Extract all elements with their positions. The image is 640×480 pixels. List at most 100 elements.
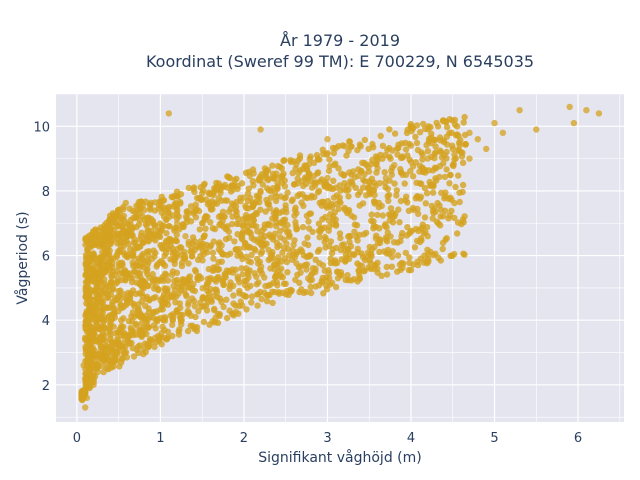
data-point [84, 246, 91, 253]
data-point [301, 261, 309, 269]
data-point [281, 183, 289, 190]
data-point [209, 267, 216, 274]
data-point [117, 296, 124, 303]
data-point [402, 249, 409, 257]
data-point [248, 299, 255, 306]
data-point [253, 210, 260, 218]
data-point [570, 119, 578, 127]
data-point [191, 303, 199, 310]
data-point [388, 167, 395, 174]
data-point [357, 143, 364, 150]
data-point [85, 256, 93, 264]
data-point [274, 282, 281, 289]
data-point [190, 281, 197, 288]
data-point [239, 271, 246, 278]
data-point [135, 258, 142, 265]
data-point [351, 221, 359, 228]
data-point [210, 255, 217, 262]
data-point [381, 222, 389, 229]
data-point [403, 232, 411, 239]
data-point [200, 233, 208, 240]
data-point [461, 113, 468, 121]
data-point [159, 242, 166, 249]
data-point [100, 251, 108, 258]
data-point [224, 173, 231, 180]
data-point [199, 293, 207, 301]
data-point [393, 187, 400, 194]
data-point [280, 157, 287, 164]
data-point [257, 173, 264, 180]
data-point [169, 311, 176, 318]
data-point [156, 278, 163, 285]
data-point [118, 276, 125, 284]
data-point [177, 191, 185, 198]
data-point [366, 257, 373, 264]
data-point [272, 197, 280, 205]
data-point [229, 269, 237, 276]
data-point [399, 171, 406, 178]
data-point [127, 216, 134, 224]
data-point [169, 316, 176, 323]
data-point [90, 329, 97, 337]
data-point [411, 244, 419, 251]
data-point [194, 256, 202, 264]
data-point [151, 343, 158, 351]
data-point [178, 283, 185, 290]
data-point [267, 222, 274, 229]
data-point [157, 226, 164, 233]
data-point [146, 274, 153, 281]
data-point [394, 268, 401, 275]
data-point [407, 142, 415, 149]
y-axis-title: Vågperiod (s) [14, 211, 31, 304]
data-point [269, 215, 276, 222]
data-point [368, 211, 375, 218]
data-point [249, 178, 256, 185]
data-point [90, 271, 97, 279]
data-point [566, 103, 573, 111]
data-point [279, 274, 287, 281]
data-point [285, 228, 292, 235]
data-point [283, 209, 290, 216]
data-point [230, 282, 237, 290]
data-point [257, 250, 265, 257]
data-point [274, 184, 281, 191]
data-point [98, 258, 106, 266]
data-point [121, 349, 129, 357]
data-point [299, 191, 306, 198]
data-point [205, 290, 213, 297]
data-point [425, 135, 433, 143]
data-point [307, 289, 315, 297]
data-point [451, 116, 459, 124]
data-point [82, 271, 90, 278]
data-point [262, 169, 269, 176]
data-point [148, 255, 156, 262]
data-point [86, 304, 93, 311]
data-point [123, 252, 131, 259]
data-point [258, 295, 265, 303]
data-point [254, 228, 261, 235]
data-point [262, 282, 269, 290]
data-point [257, 187, 264, 195]
data-point [271, 173, 278, 180]
data-point [168, 293, 175, 300]
data-point [209, 318, 216, 325]
data-point [439, 245, 446, 253]
data-point [89, 361, 96, 368]
data-point [165, 110, 172, 117]
x-tick-label: 5 [490, 431, 498, 446]
data-point [459, 159, 467, 166]
data-point [146, 297, 153, 304]
data-point [218, 298, 225, 306]
data-point [109, 305, 116, 312]
data-point [351, 174, 358, 181]
data-point [474, 136, 481, 143]
data-point [353, 233, 360, 240]
data-point [459, 216, 467, 223]
data-point [434, 199, 441, 207]
data-point [370, 144, 377, 151]
data-point [459, 188, 466, 196]
data-point [386, 217, 393, 224]
data-point [394, 145, 401, 152]
data-point [330, 149, 337, 157]
data-point [200, 318, 208, 326]
